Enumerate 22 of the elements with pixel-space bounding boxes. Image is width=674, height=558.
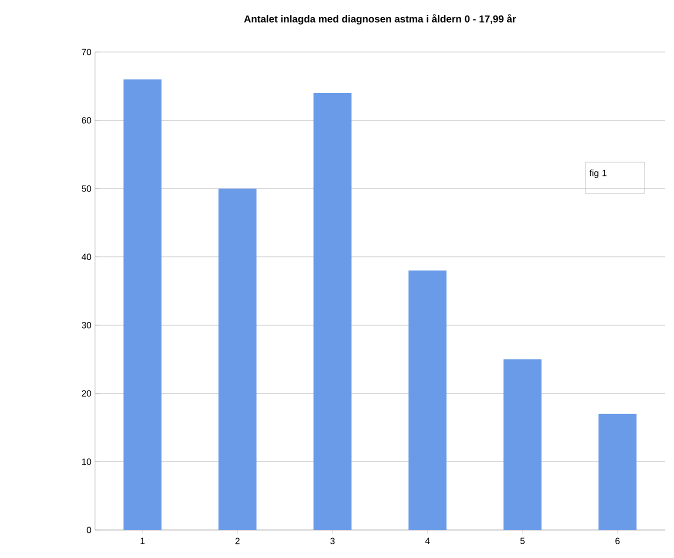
- x-tick-label: 2: [235, 538, 240, 544]
- y-tick-label: 70: [82, 48, 92, 56]
- x-tick-label: 1: [140, 538, 145, 544]
- x-tick-label: 4: [425, 538, 430, 544]
- y-tick-label: 50: [82, 185, 92, 192]
- bar: [314, 92, 352, 530]
- bar: [408, 270, 447, 530]
- bar: [124, 79, 162, 530]
- y-tick-label: 10: [82, 458, 92, 465]
- y-tick-label: 20: [82, 390, 92, 397]
- x-tick-label: 3: [330, 538, 335, 544]
- y-tick-label: 30: [82, 322, 92, 328]
- annotation: fig 1: [590, 170, 606, 178]
- bar: [218, 188, 257, 530]
- bar: [598, 414, 637, 530]
- y-tick-label: 60: [82, 117, 92, 124]
- chart-title: Antalet inlagda med diagnosen astma i åldern 0 - 17,99 år: [244, 14, 516, 24]
- x-tick-label: 6: [615, 538, 620, 544]
- bar: [504, 359, 542, 530]
- y-tick-label: 0: [86, 526, 92, 534]
- y-tick-label: 40: [82, 254, 92, 260]
- x-tick-label: 5: [520, 538, 525, 544]
